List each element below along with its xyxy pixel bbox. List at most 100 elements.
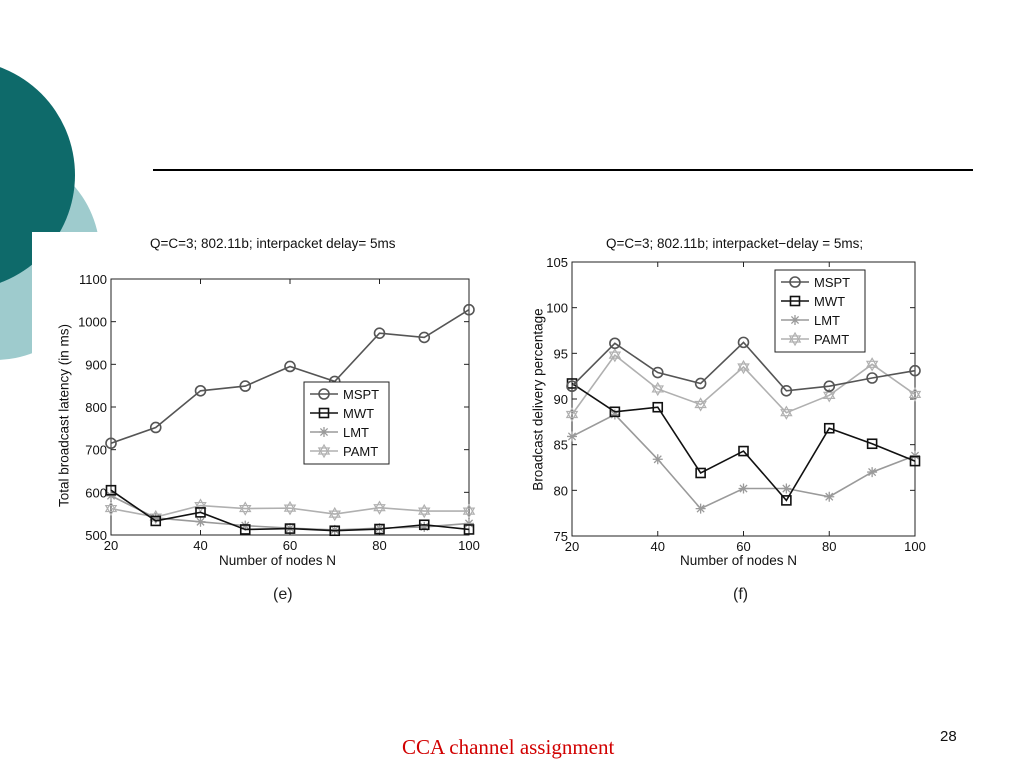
chart-f-series-lmt-point (567, 431, 577, 442)
chart-e-series-pamt-point (239, 501, 252, 513)
chart-f-series-mspt-point (909, 364, 921, 377)
chart-f-legend-lmt-marker (790, 315, 800, 325)
chart-f-ylabel: Broadcast delivery percentage (530, 308, 546, 491)
chart-f-ytick-label: 90 (554, 392, 568, 407)
chart-f-series-pamt-point-b (651, 385, 664, 397)
chart-e-series-mspt (105, 303, 475, 450)
chart-f-legend-mspt-label: MSPT (814, 275, 850, 290)
chart-e-title: Q=C=3; 802.11b; interpacket delay= 5ms (150, 236, 396, 251)
chart-e-xtick-label: 80 (372, 538, 386, 553)
chart-f-series-pamt-point (780, 405, 793, 417)
chart-f-ytick-label: 75 (554, 529, 568, 544)
chart-f-series-pamt-point (694, 397, 707, 409)
chart-e-series-mwt-point (105, 484, 117, 496)
chart-f-series-pamt-point (608, 347, 622, 359)
chart-f-legend-mspt-marker (789, 276, 801, 288)
chart-f-series-mwt-point (781, 495, 792, 506)
chart-e-series-mwt-point (374, 523, 385, 535)
chart-e-series-lmt-point (374, 523, 385, 534)
chart-f-series-pamt-point-b (565, 410, 579, 422)
chart-e-caption: (e) (273, 586, 293, 603)
chart-e-series-lmt-point (329, 524, 340, 535)
chart-f-series-pamt-point-b (737, 363, 750, 375)
chart-e-series-pamt-point (328, 506, 341, 518)
chart-f-series-lmt-point (910, 450, 920, 461)
chart-f-ytick-label: 85 (554, 438, 568, 453)
chart-e-panel: 20 40 60 80 100 500 600 700 800 900 1000 1100 MSPT MW… (32, 232, 480, 612)
chart-e-legend: MSPT MWT LMT PAMT (303, 381, 390, 465)
chart-f-series-pamt-point (737, 359, 750, 371)
chart-f-panel: 20 40 60 80 100 75 80 85 90 95 100 105 MSPT MWT LMT PAM… (520, 232, 945, 612)
chart-f-xtick-label: 60 (736, 539, 750, 554)
chart-e-series-pamt-line (110, 504, 469, 518)
chart-e-series-mspt-point (284, 360, 296, 373)
chart-f-xlabel: Number of nodes N (680, 553, 798, 568)
chart-e-series-pamt-point-b (462, 507, 476, 519)
chart-f-series-pamt-point (651, 381, 664, 393)
chart-f-series-mwt-point (866, 438, 878, 450)
chart-e-legend-pamt-label: PAMT (343, 444, 378, 459)
chart-f-series-pamt-point (823, 388, 836, 399)
chart-f-series-pamt-point (908, 387, 922, 399)
chart-e-ytick-label: 800 (85, 400, 107, 415)
chart-e-legend-pamt-marker (317, 443, 331, 455)
chart-e-series-mwt-point (329, 525, 341, 537)
chart-f-series-mspt-point (737, 336, 750, 349)
chart-e-series-pamt-point-b (283, 504, 297, 516)
chart-e-ytick-label: 600 (85, 485, 107, 500)
chart-f-series-mspt-point (694, 377, 707, 390)
chart-e-ytick-label: 900 (85, 357, 107, 372)
chart-f-series-pamt-point-b (823, 391, 836, 403)
chart-f-series-lmt-point (867, 467, 878, 478)
chart-f-series-lmt-point (781, 483, 792, 494)
chart-e-xlabel: Number of nodes N (219, 553, 337, 568)
chart-e-series-pamt-point (373, 500, 386, 512)
chart-e-xtick-label: 20 (104, 538, 118, 553)
chart-e-series-mspt-point (149, 421, 162, 434)
chart-e-series-mspt-point (194, 384, 207, 397)
chart-e-series-mspt-line (110, 309, 470, 445)
chart-e-series-pamt-point (104, 501, 118, 513)
title-divider-line (153, 169, 973, 171)
chart-f-xtick-label: 100 (904, 539, 926, 554)
chart-e-legend-pamt-marker-b (317, 447, 331, 459)
chart-f-ytick-label: 80 (554, 483, 568, 498)
chart-f-series-pamt (565, 347, 922, 422)
chart-e-series-lmt-point (419, 521, 430, 532)
chart-f-series-mwt-point (823, 422, 835, 434)
chart-e-ytick-label: 1100 (79, 272, 107, 287)
chart-f-series-lmt (567, 409, 920, 514)
chart-f-legend-pamt-marker (788, 331, 802, 343)
chart-f-series-mspt-point (566, 380, 578, 393)
chart-f-title: Q=C=3; 802.11b; interpacket−delay = 5ms; (606, 236, 864, 251)
chart-f-series-lmt-point (652, 454, 663, 465)
chart-f-plot: 20 40 60 80 100 75 80 85 90 95 100 105 MSPT MWT LMT PAM… (546, 255, 926, 554)
chart-e-series-pamt-point-b (239, 504, 252, 516)
chart-f-series-mwt-point (695, 467, 706, 479)
chart-f-series-mspt-point (866, 372, 878, 384)
chart-f-xtick-label: 40 (651, 539, 665, 554)
footer-caption: CCA channel assignment (402, 735, 615, 759)
chart-e-series-pamt-point-b (373, 504, 386, 515)
chart-f-series-mspt-line (571, 341, 916, 392)
chart-e-series-mwt-point (150, 515, 162, 527)
chart-f-xtick-label: 20 (565, 539, 579, 554)
chart-e-series-mspt-point (373, 327, 386, 339)
chart-e-ytick-label: 1000 (78, 315, 107, 330)
chart-e-xtick-label: 100 (458, 538, 480, 553)
chart-e-xtick-label: 60 (283, 538, 297, 553)
chart-e-series-lmt-point (195, 516, 206, 527)
chart-e-legend-mwt-label: MWT (343, 406, 374, 421)
chart-f-series-mwt-point (609, 406, 621, 418)
page-number: 28 (940, 728, 957, 745)
chart-f-ytick-label: 100 (546, 301, 568, 316)
chart-f-series-mspt-point (651, 366, 664, 379)
chart-e-legend-mspt-marker (318, 388, 330, 400)
chart-e-series-pamt-point-b (418, 507, 431, 519)
chart-e-legend-mwt-marker (318, 407, 330, 419)
chart-f-series-mspt (566, 336, 921, 397)
chart-f-series-pamt-line (571, 354, 916, 415)
chart-e-series-mspt-point (239, 380, 252, 392)
chart-f-series-pamt-point-b (780, 409, 793, 420)
chart-f-legend-mwt-marker (789, 295, 801, 307)
